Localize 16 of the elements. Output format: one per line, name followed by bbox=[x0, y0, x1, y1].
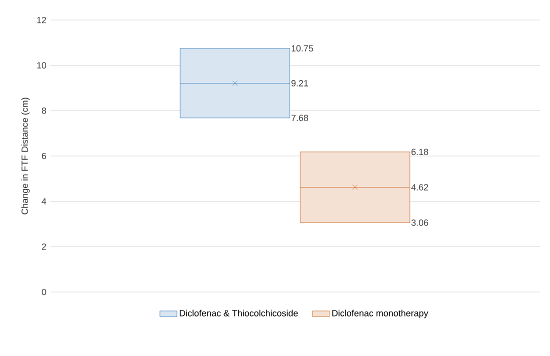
annotation: 4.62 bbox=[411, 184, 428, 190]
legend-label: Diclofenac monotherapy bbox=[332, 310, 428, 318]
y-tick-label: 0 bbox=[42, 288, 46, 296]
y-tick-label: 6 bbox=[42, 152, 46, 160]
y-tick-label: 12 bbox=[37, 16, 46, 24]
y-tick-label: 2 bbox=[42, 244, 46, 250]
legend-label: Diclofenac & Thiocolchicoside bbox=[180, 310, 298, 316]
annotation: 3.06 bbox=[411, 219, 428, 226]
y-tick-label: 4 bbox=[42, 198, 46, 204]
annotation: 6.18 bbox=[412, 148, 428, 156]
annotation: 9.21 bbox=[291, 80, 308, 86]
annotation: 7.68 bbox=[291, 114, 308, 122]
annotation: 10.75 bbox=[292, 45, 314, 52]
y-tick-label: 10 bbox=[37, 62, 46, 69]
y-axis-title: Change in FTF Distance (cm) bbox=[21, 98, 30, 214]
y-tick-label: 8 bbox=[42, 107, 46, 114]
